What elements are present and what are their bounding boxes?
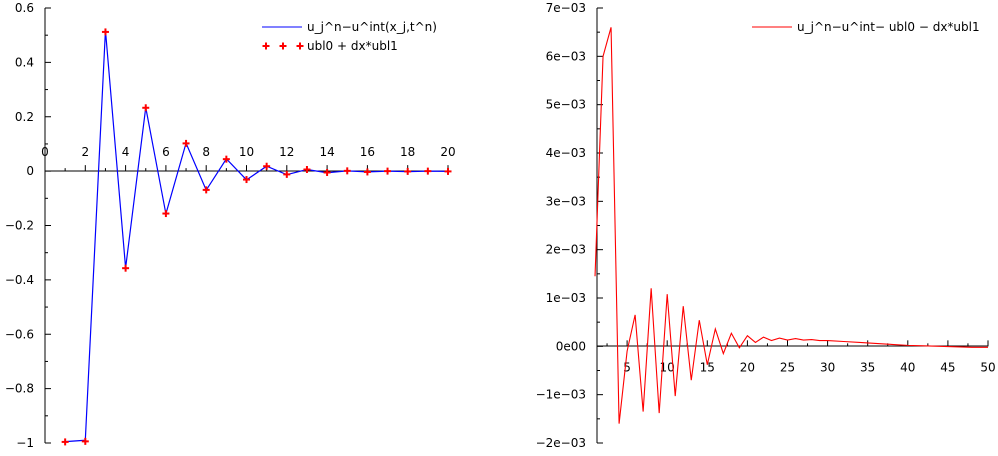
left-x-tick-label: 4	[122, 145, 130, 159]
left-red-plus-marker	[384, 167, 392, 175]
right-x-tick-label: 10	[660, 360, 675, 374]
right-series	[594, 27, 988, 424]
right-x-tick-label: 5	[623, 360, 631, 374]
left-red-plus-marker	[323, 168, 331, 176]
left-x-tick-label: 0	[41, 145, 49, 159]
left-red-plus-marker	[101, 28, 109, 36]
right-legend: u_j^n−u^int− ubl0 − dx*ubl1	[752, 20, 980, 34]
left-legend-label-2: ubl0 + dx*ubl1	[307, 39, 398, 53]
right-chart: −2e−03 −1e−03 0e00 1e−03 2e−03 3e−03 4e−03 5e−0…	[536, 1, 996, 450]
right-y-tick-label: 2e−03	[546, 243, 586, 257]
left-y-tick-label: −1	[16, 436, 34, 450]
right-x-tick-label: 15	[700, 360, 715, 374]
left-red-plus-marker	[122, 264, 130, 272]
left-x-tick-label: 2	[81, 145, 89, 159]
left-chart: −1 −0.8 −0.6 −0.4 −0.2 0 0.2 0.4 0.6 0 2 4 6 8 10 12 14…	[5, 1, 456, 450]
left-x-tick-label: 10	[239, 145, 254, 159]
left-y-tick-label: 0	[26, 164, 34, 178]
left-red-plus-marker	[162, 210, 170, 218]
right-y-tick-label: 4e−03	[546, 146, 586, 160]
right-legend-label: u_j^n−u^int− ubl0 − dx*ubl1	[797, 20, 980, 34]
legend-plus-2	[279, 42, 287, 50]
right-y-tick-label: 7e−03	[546, 1, 586, 15]
legend-plus-1	[262, 42, 270, 50]
right-x-tick-label: 45	[940, 360, 955, 374]
left-y-tick-label: 0.4	[15, 55, 34, 69]
right-x-tick-label: 25	[780, 360, 795, 374]
left-red-plus-marker	[142, 104, 150, 112]
left-y-tick-label: 0.6	[15, 1, 34, 15]
left-x-tick-label: 18	[400, 145, 415, 159]
right-y-tick-label: 6e−03	[546, 49, 586, 63]
left-red-plus-marker	[303, 165, 311, 173]
left-red-plus-marker	[404, 167, 412, 175]
left-red-plus-marker	[243, 176, 250, 184]
legend-marker-red-plus	[262, 42, 304, 50]
right-x-ticks: 5 10 15 20 25 30 35 40 45 50	[606, 340, 996, 374]
right-y-tick-label: 3e−03	[546, 194, 586, 208]
left-y-tick-label: 0.2	[15, 110, 34, 124]
right-y-ticks: −2e−03 −1e−03 0e00 1e−03 2e−03 3e−03 4e−03 5e−0…	[536, 1, 603, 450]
left-red-plus-marker	[343, 167, 351, 175]
left-x-tick-label: 8	[202, 145, 210, 159]
right-y-tick-label: 5e−03	[546, 98, 586, 112]
right-y-tick-label: −2e−03	[536, 436, 586, 450]
left-y-tick-label: −0.6	[5, 327, 34, 341]
right-y-tick-label: 1e−03	[546, 291, 586, 305]
left-red-plus-marker	[424, 167, 432, 175]
left-red-plus-marker	[444, 167, 452, 175]
left-x-tick-label: 6	[162, 145, 170, 159]
right-x-tick-label: 35	[860, 360, 875, 374]
left-x-ticks: 0 2 4 6 8 10 12 14 16 18 20	[41, 145, 456, 172]
right-y-tick-label: −1e−03	[536, 388, 586, 402]
left-y-tick-label: −0.4	[5, 273, 34, 287]
left-blue-line	[65, 30, 449, 443]
left-x-tick-label: 16	[360, 145, 375, 159]
left-y-tick-label: −0.8	[5, 382, 34, 396]
left-red-plus-marker	[222, 155, 230, 163]
right-x-tick-label: 40	[900, 360, 915, 374]
right-x-tick-label: 30	[820, 360, 835, 374]
right-x-tick-label: 20	[740, 360, 755, 374]
left-red-plus-marker	[202, 186, 210, 194]
left-red-plus-marker	[61, 438, 69, 446]
left-red-plus-marker	[81, 437, 89, 445]
left-red-plus-marker	[263, 162, 271, 170]
left-x-tick-label: 12	[279, 145, 294, 159]
legend-plus-3	[296, 42, 304, 50]
left-legend-label-1: u_j^n−u^int(x_j,t^n)	[307, 20, 437, 34]
left-x-tick-label: 14	[319, 145, 334, 159]
right-x-tick-label: 50	[980, 360, 995, 374]
left-y-ticks: −1 −0.8 −0.6 −0.4 −0.2 0 0.2 0.4 0.6	[5, 1, 51, 450]
left-legend: u_j^n−u^int(x_j,t^n) ubl0 + dx*ubl1	[262, 20, 437, 53]
right-y-tick-label: 0e00	[556, 339, 586, 353]
left-red-plus-marker	[363, 168, 371, 176]
left-series	[61, 28, 452, 446]
right-red-line	[594, 27, 988, 424]
left-red-plus-marker	[182, 139, 190, 147]
left-y-tick-label: −0.2	[5, 219, 34, 233]
left-x-tick-label: 20	[440, 145, 455, 159]
left-red-plus-marker	[283, 170, 291, 178]
